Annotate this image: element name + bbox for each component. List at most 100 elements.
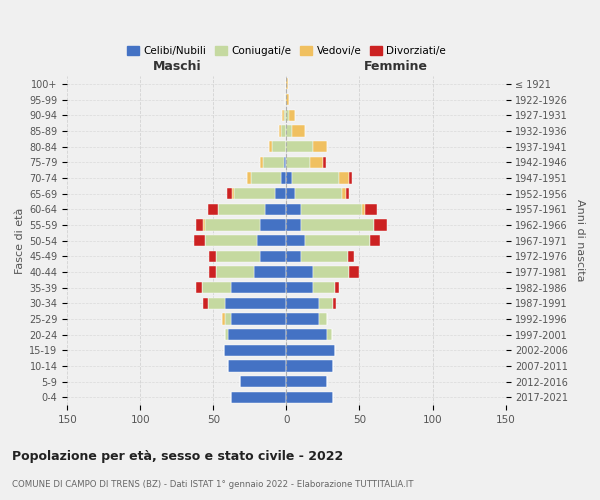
Bar	[205, 220, 260, 230]
Text: Maschi: Maschi	[152, 60, 201, 73]
Bar	[313, 141, 328, 152]
Bar	[224, 345, 286, 356]
Bar	[310, 156, 323, 168]
Bar	[286, 360, 333, 372]
Bar	[263, 156, 284, 168]
Bar	[228, 329, 286, 340]
Bar	[301, 220, 374, 230]
Bar	[281, 125, 286, 136]
Bar	[335, 282, 339, 294]
Bar	[272, 141, 286, 152]
Bar	[370, 235, 380, 246]
Legend: Celibi/Nubili, Coniugati/e, Vedovi/e, Divorziati/e: Celibi/Nubili, Coniugati/e, Vedovi/e, Di…	[123, 42, 450, 60]
Bar	[348, 250, 353, 262]
Bar	[282, 110, 284, 121]
Bar	[286, 345, 335, 356]
Bar	[260, 220, 286, 230]
Bar	[292, 172, 339, 184]
Bar	[286, 392, 333, 403]
Bar	[286, 314, 319, 324]
Bar	[286, 298, 319, 309]
Bar	[362, 204, 365, 215]
Bar	[228, 360, 286, 372]
Bar	[196, 220, 203, 230]
Bar	[349, 266, 359, 278]
Bar	[254, 266, 286, 278]
Bar	[319, 314, 328, 324]
Bar	[328, 329, 332, 340]
Bar	[217, 266, 254, 278]
Bar	[286, 188, 295, 199]
Bar	[279, 125, 281, 136]
Bar	[257, 235, 286, 246]
Bar	[209, 266, 217, 278]
Bar	[284, 110, 286, 121]
Bar	[286, 204, 301, 215]
Bar	[365, 204, 377, 215]
Bar	[231, 314, 286, 324]
Bar	[275, 188, 286, 199]
Y-axis label: Fasce di età: Fasce di età	[15, 208, 25, 274]
Bar	[260, 156, 263, 168]
Bar	[339, 172, 349, 184]
Bar	[284, 156, 286, 168]
Bar	[208, 204, 218, 215]
Bar	[286, 376, 328, 388]
Bar	[285, 94, 286, 105]
Bar	[286, 94, 289, 105]
Bar	[313, 266, 349, 278]
Bar	[346, 188, 349, 199]
Bar	[203, 298, 208, 309]
Bar	[231, 282, 286, 294]
Bar	[286, 110, 289, 121]
Bar	[234, 188, 275, 199]
Bar	[286, 125, 292, 136]
Bar	[374, 220, 387, 230]
Bar	[222, 314, 225, 324]
Bar	[251, 172, 281, 184]
Bar	[301, 204, 362, 215]
Bar	[227, 188, 232, 199]
Bar	[319, 298, 333, 309]
Bar	[286, 156, 310, 168]
Bar	[286, 329, 328, 340]
Bar	[292, 125, 305, 136]
Bar	[286, 78, 288, 90]
Text: COMUNE DI CAMPO DI TRENS (BZ) - Dati ISTAT 1° gennaio 2022 - Elaborazione TUTTIT: COMUNE DI CAMPO DI TRENS (BZ) - Dati IST…	[12, 480, 413, 489]
Bar	[239, 376, 286, 388]
Bar	[217, 250, 260, 262]
Bar	[286, 172, 292, 184]
Bar	[225, 314, 231, 324]
Bar	[342, 188, 346, 199]
Bar	[194, 235, 205, 246]
Bar	[286, 235, 305, 246]
Bar	[305, 235, 370, 246]
Bar	[289, 110, 295, 121]
Bar	[203, 220, 205, 230]
Bar	[301, 250, 348, 262]
Y-axis label: Anni di nascita: Anni di nascita	[575, 200, 585, 282]
Bar	[247, 172, 251, 184]
Bar	[231, 392, 286, 403]
Bar	[286, 220, 301, 230]
Bar	[295, 188, 342, 199]
Bar	[260, 250, 286, 262]
Bar	[265, 204, 286, 215]
Bar	[313, 282, 335, 294]
Text: Femmine: Femmine	[364, 60, 428, 73]
Bar	[209, 250, 217, 262]
Bar	[286, 282, 313, 294]
Bar	[218, 204, 265, 215]
Bar	[333, 298, 336, 309]
Bar	[349, 172, 352, 184]
Bar	[196, 282, 202, 294]
Bar	[286, 266, 313, 278]
Bar	[202, 282, 231, 294]
Bar	[208, 298, 225, 309]
Text: Popolazione per età, sesso e stato civile - 2022: Popolazione per età, sesso e stato civil…	[12, 450, 343, 463]
Bar	[225, 298, 286, 309]
Bar	[225, 329, 228, 340]
Bar	[323, 156, 326, 168]
Bar	[269, 141, 272, 152]
Bar	[286, 141, 313, 152]
